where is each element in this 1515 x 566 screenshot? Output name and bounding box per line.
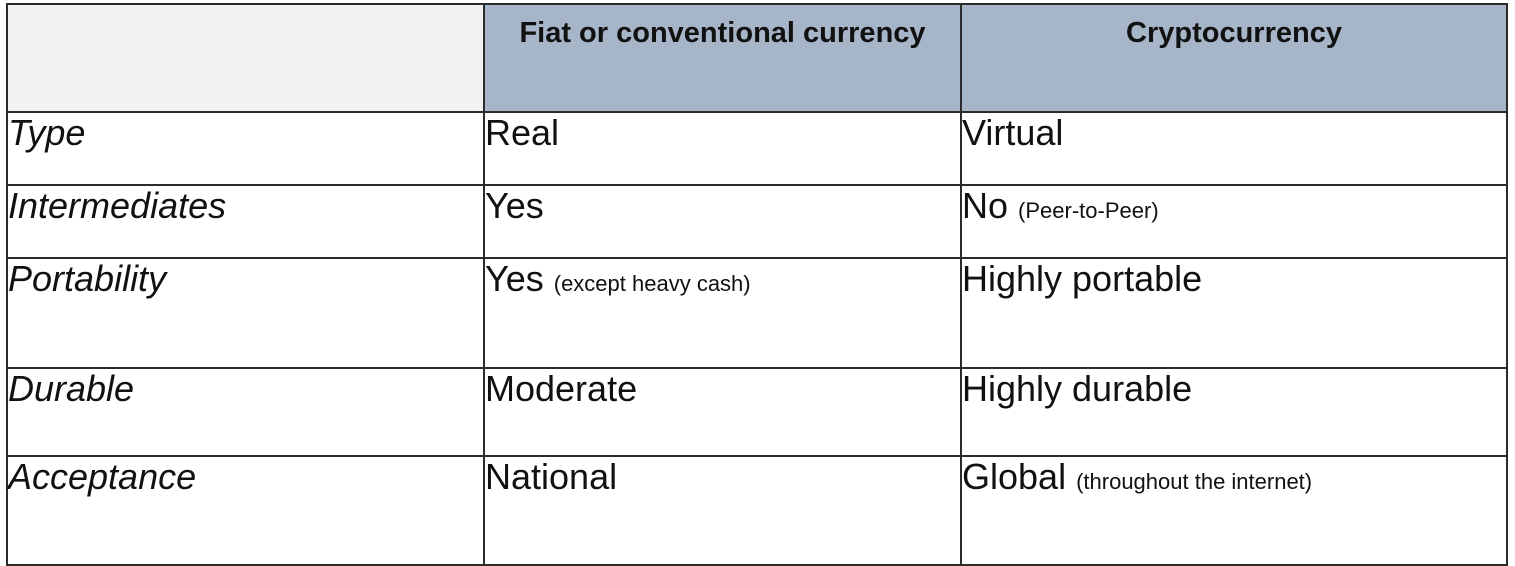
fiat-value: Yes [485, 258, 544, 299]
fiat-value: Real [485, 112, 560, 153]
crypto-cell: Highly durable [960, 367, 1508, 457]
row-label: Portability [6, 257, 485, 369]
row-label: Intermediates [6, 184, 485, 259]
crypto-value: Highly portable [962, 258, 1203, 299]
comparison-table: Fiat or conventional currency Cryptocurr… [6, 3, 1508, 566]
crypto-cell: No (Peer-to-Peer) [960, 184, 1508, 259]
table-row: Type Real Virtual [6, 111, 1508, 186]
row-label: Acceptance [6, 455, 485, 566]
fiat-cell: National [483, 455, 962, 566]
row-label: Durable [6, 367, 485, 457]
crypto-note: (Peer-to-Peer) [1018, 198, 1159, 223]
crypto-value: Global [962, 456, 1067, 497]
crypto-value: No [962, 185, 1009, 226]
fiat-cell: Yes [483, 184, 962, 259]
fiat-value: Moderate [485, 368, 638, 409]
header-row: Fiat or conventional currency Cryptocurr… [6, 3, 1508, 113]
header-corner-cell [6, 3, 485, 113]
crypto-cell: Global (throughout the internet) [960, 455, 1508, 566]
fiat-value: National [485, 456, 618, 497]
fiat-note: (except heavy cash) [553, 271, 751, 296]
comparison-table-wrapper: Fiat or conventional currency Cryptocurr… [6, 3, 1508, 566]
crypto-value: Virtual [962, 112, 1064, 153]
crypto-cell: Virtual [960, 111, 1508, 186]
table-row: Durable Moderate Highly durable [6, 367, 1508, 457]
crypto-value: Highly durable [962, 368, 1193, 409]
table-row: Intermediates Yes No (Peer-to-Peer) [6, 184, 1508, 259]
header-crypto: Cryptocurrency [960, 3, 1508, 113]
crypto-cell: Highly portable [960, 257, 1508, 369]
fiat-cell: Moderate [483, 367, 962, 457]
crypto-note: (throughout the internet) [1076, 469, 1313, 494]
fiat-cell: Yes (except heavy cash) [483, 257, 962, 369]
fiat-cell: Real [483, 111, 962, 186]
table-row: Portability Yes (except heavy cash) High… [6, 257, 1508, 369]
table-row: Acceptance National Global (throughout t… [6, 455, 1508, 566]
row-label: Type [6, 111, 485, 186]
fiat-value: Yes [485, 185, 544, 226]
header-fiat: Fiat or conventional currency [483, 3, 962, 113]
